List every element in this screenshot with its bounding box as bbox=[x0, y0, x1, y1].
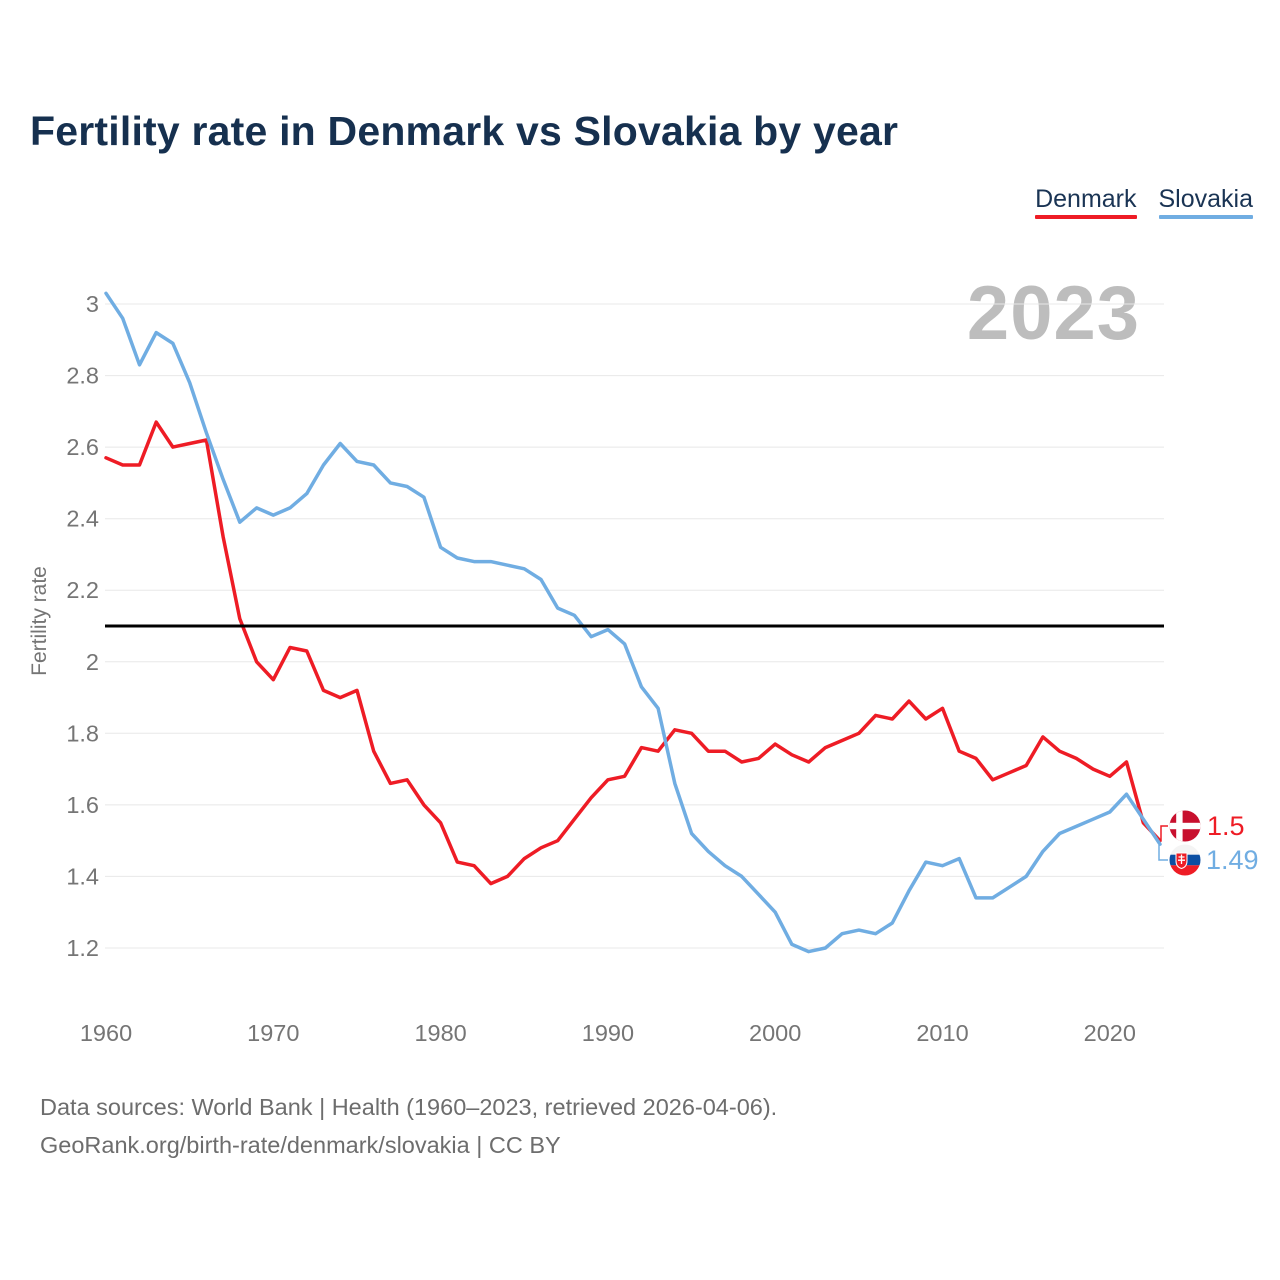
svg-text:1970: 1970 bbox=[247, 1020, 299, 1046]
svg-text:1960: 1960 bbox=[80, 1020, 132, 1046]
x-tick-labels: 1960 1970 1980 1990 2000 2010 2020 bbox=[80, 1020, 1136, 1046]
svg-text:2: 2 bbox=[86, 649, 99, 675]
denmark-line bbox=[104, 420, 1162, 886]
legend-label-slovakia: Slovakia bbox=[1158, 185, 1254, 213]
svg-text:2000: 2000 bbox=[749, 1020, 801, 1046]
legend: Denmark Slovakia bbox=[1035, 186, 1253, 219]
footer: Data sources: World Bank | Health (1960–… bbox=[40, 1088, 777, 1164]
svg-text:1980: 1980 bbox=[414, 1020, 466, 1046]
y-gridlines bbox=[105, 303, 1164, 949]
svg-text:2020: 2020 bbox=[1084, 1020, 1136, 1046]
svg-text:1.6: 1.6 bbox=[66, 792, 99, 818]
svg-text:1.8: 1.8 bbox=[66, 720, 99, 746]
slovakia-end-value: 1.49 bbox=[1206, 845, 1259, 875]
legend-underline-denmark bbox=[1035, 215, 1137, 219]
slovakia-line bbox=[104, 291, 1162, 954]
denmark-flag-icon bbox=[1169, 810, 1201, 842]
svg-text:2010: 2010 bbox=[916, 1020, 968, 1046]
slovakia-end-connector bbox=[1158, 845, 1168, 861]
svg-text:3: 3 bbox=[86, 291, 99, 317]
svg-text:2.4: 2.4 bbox=[66, 506, 99, 532]
denmark-end-connector bbox=[1160, 825, 1168, 840]
legend-item-denmark[interactable]: Denmark bbox=[1035, 185, 1137, 219]
svg-text:1990: 1990 bbox=[582, 1020, 634, 1046]
svg-text:1.2: 1.2 bbox=[66, 935, 99, 961]
footer-sources: Data sources: World Bank | Health (1960–… bbox=[40, 1094, 778, 1120]
y-axis-title: Fertility rate bbox=[28, 566, 51, 676]
svg-text:1.4: 1.4 bbox=[66, 863, 99, 889]
y-tick-labels: 3 2.8 2.6 2.4 2.2 2 1.8 1.6 1.4 1.2 bbox=[66, 291, 99, 961]
legend-underline-slovakia bbox=[1158, 215, 1253, 219]
page-title: Fertility rate in Denmark vs Slovakia by… bbox=[30, 108, 899, 154]
slovakia-flag-icon bbox=[1169, 844, 1201, 876]
watermark-year: 2023 bbox=[966, 271, 1140, 356]
legend-item-slovakia[interactable]: Slovakia bbox=[1158, 185, 1254, 219]
footer-attribution: GeoRank.org/birth-rate/denmark/slovakia … bbox=[40, 1132, 561, 1158]
svg-text:2.2: 2.2 bbox=[66, 577, 99, 603]
denmark-end-value: 1.5 bbox=[1207, 811, 1245, 841]
svg-text:2.6: 2.6 bbox=[66, 434, 99, 460]
legend-label-denmark: Denmark bbox=[1035, 185, 1137, 213]
svg-text:2.8: 2.8 bbox=[66, 363, 99, 389]
